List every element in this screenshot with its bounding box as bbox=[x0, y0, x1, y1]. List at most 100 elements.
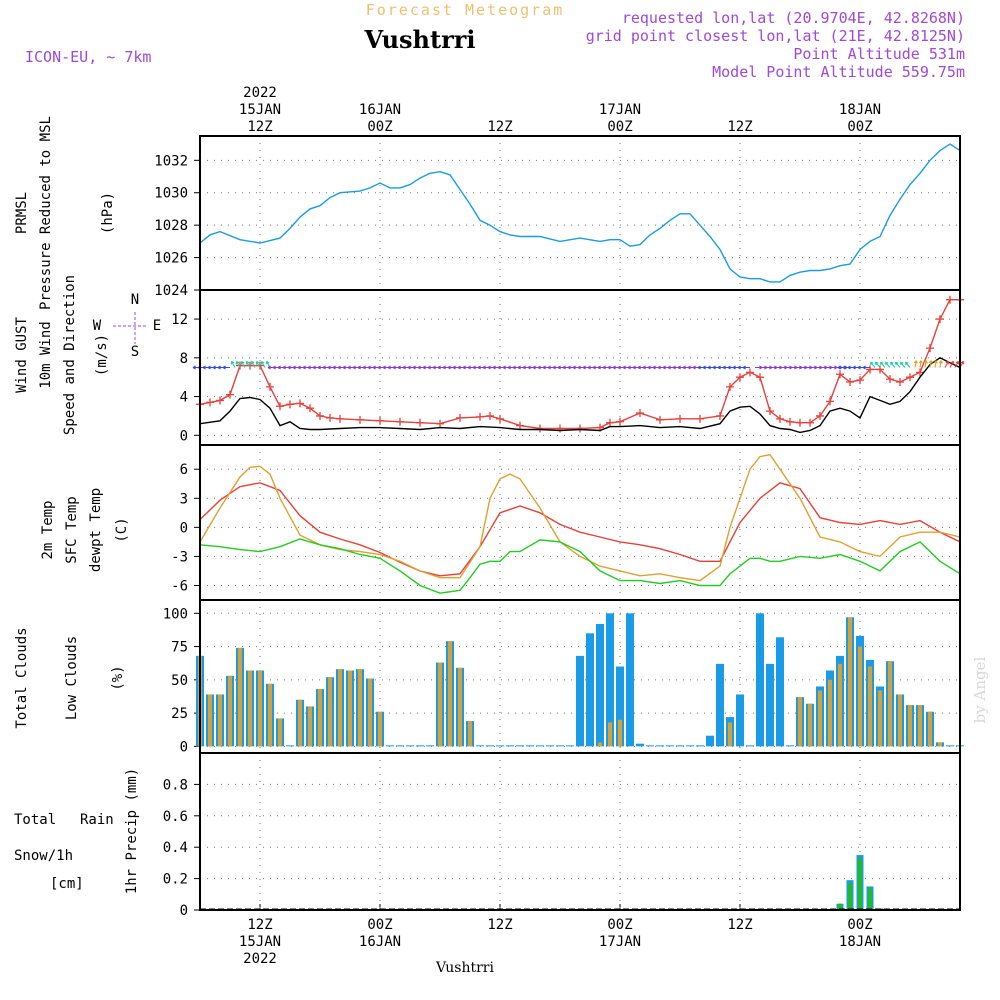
y-tick-label: 1026 bbox=[154, 251, 188, 267]
gust-marker bbox=[606, 418, 614, 427]
y-tick-label: 0 bbox=[180, 520, 188, 536]
bottom-axis-label: 00Z bbox=[367, 917, 392, 933]
gust-marker bbox=[256, 361, 264, 370]
gust-marker bbox=[316, 411, 324, 420]
gust-marker bbox=[486, 411, 494, 420]
total-cloud-bar bbox=[706, 735, 714, 747]
panel-label: (hPa) bbox=[100, 192, 116, 234]
gust-marker bbox=[476, 412, 484, 421]
gust-marker bbox=[226, 390, 234, 399]
location-title: Vushtrri bbox=[364, 25, 476, 54]
total-cloud-bar bbox=[426, 745, 434, 747]
wind-direction-arrow bbox=[230, 360, 236, 368]
top-axis-label: 18JAN bbox=[839, 102, 881, 118]
gust-marker bbox=[356, 415, 364, 424]
y-tick-label: 12 bbox=[171, 312, 188, 328]
gust-marker bbox=[906, 373, 914, 382]
temperature-panel: -6 -3 0 3 6 2m Temp SFC Temp dewpt Temp (C) bbox=[40, 444, 961, 601]
wind-direction-arrow bbox=[899, 361, 906, 368]
bottom-axis-label: 12Z bbox=[247, 917, 272, 933]
gust-marker bbox=[306, 404, 314, 413]
low-cloud-bar bbox=[338, 669, 342, 747]
panel-label: 10m Wind bbox=[38, 321, 54, 388]
gust-marker bbox=[796, 418, 804, 427]
wind-direction-arrow bbox=[879, 361, 886, 368]
total-cloud-bar bbox=[516, 745, 524, 747]
low-cloud-bar bbox=[808, 703, 812, 747]
total-cloud-bar bbox=[686, 745, 694, 747]
low-cloud-bar bbox=[218, 694, 222, 747]
gust-marker bbox=[326, 413, 334, 422]
bottom-axis-label: 18JAN bbox=[839, 934, 881, 950]
gust-marker bbox=[836, 370, 844, 379]
y-tick-label: 1024 bbox=[154, 283, 188, 299]
panel-label: (m/s) bbox=[94, 334, 110, 376]
compass-south: S bbox=[131, 344, 139, 360]
gust-marker bbox=[556, 424, 564, 433]
snow-bar bbox=[868, 888, 872, 910]
footer-location: Vushtrri bbox=[435, 960, 494, 976]
y-tick-label: 0 bbox=[180, 903, 188, 919]
low-cloud-bar bbox=[928, 711, 932, 747]
y-tick-label: 50 bbox=[171, 673, 188, 689]
low-cloud-bar bbox=[448, 641, 452, 747]
gust-marker bbox=[696, 414, 704, 423]
gust-marker bbox=[336, 414, 344, 423]
gust-marker bbox=[776, 414, 784, 423]
panel-label: Wind GUST bbox=[14, 317, 30, 393]
low-cloud-bar bbox=[618, 719, 622, 747]
low-cloud-bar bbox=[278, 718, 282, 747]
total-cloud-bar bbox=[666, 745, 674, 747]
panel-label: (%) bbox=[110, 665, 126, 690]
wind-direction-arrow bbox=[938, 360, 943, 368]
grid-point-coordinates: grid point closest lon,lat (21E, 42.8125… bbox=[586, 27, 965, 45]
gust-marker bbox=[636, 409, 644, 418]
low-cloud-bar bbox=[888, 661, 892, 747]
bottom-axis-label: 17JAN bbox=[599, 934, 641, 950]
wind-panel: 0 4 8 12 NES W Wind GUST 10m Wind Speed and Dire… bbox=[14, 275, 965, 446]
low-cloud-bar bbox=[348, 670, 352, 747]
gust-marker bbox=[806, 418, 814, 427]
total-cloud-bar bbox=[416, 745, 424, 747]
low-cloud-bar bbox=[818, 690, 822, 747]
gust-marker bbox=[216, 396, 224, 405]
gust-marker bbox=[416, 418, 424, 427]
snow-bar bbox=[838, 903, 842, 910]
snow-bar bbox=[858, 858, 862, 910]
gust-marker bbox=[846, 378, 854, 387]
wind-direction-arrow bbox=[240, 360, 246, 368]
wind-direction-arrow bbox=[944, 360, 950, 368]
gust-marker bbox=[246, 361, 254, 370]
bottom-axis-label: 00Z bbox=[847, 917, 872, 933]
total-cloud-bar bbox=[946, 745, 954, 747]
low-cloud-bar bbox=[248, 670, 252, 747]
model-label: ICON-EU, ~ 7km bbox=[25, 48, 151, 66]
total-cloud-bar bbox=[506, 745, 514, 747]
wind-direction-arrow bbox=[245, 360, 251, 368]
y-tick-label: 0 bbox=[180, 428, 188, 444]
wind-direction-arrow bbox=[889, 361, 896, 368]
wind-direction-arrow bbox=[904, 361, 911, 368]
y-tick-label: 75 bbox=[171, 640, 188, 656]
wind-direction-arrow bbox=[928, 360, 933, 368]
gust-marker bbox=[756, 373, 764, 382]
bottom-axis-label: 12Z bbox=[727, 917, 752, 933]
wind-direction-arrow bbox=[874, 361, 881, 368]
point-altitude: Point Altitude 531m bbox=[793, 45, 965, 63]
y-tick-label: 6 bbox=[180, 462, 188, 478]
wind-direction-arrow bbox=[742, 365, 750, 370]
total-cloud-bar bbox=[596, 623, 604, 747]
gust-marker bbox=[266, 382, 274, 391]
total-cloud-bar bbox=[286, 745, 294, 747]
total-cloud-bar bbox=[756, 613, 764, 747]
total-cloud-bar bbox=[556, 745, 564, 747]
low-cloud-bar bbox=[308, 706, 312, 747]
panel-label: Speed and Direction bbox=[62, 275, 78, 435]
gust-marker bbox=[936, 315, 944, 324]
gust-marker bbox=[826, 397, 834, 406]
y-tick-label: 1032 bbox=[154, 153, 188, 169]
wind-direction-arrow bbox=[933, 360, 938, 368]
total-cloud-bar bbox=[776, 637, 784, 747]
compass-east: E bbox=[153, 318, 161, 334]
